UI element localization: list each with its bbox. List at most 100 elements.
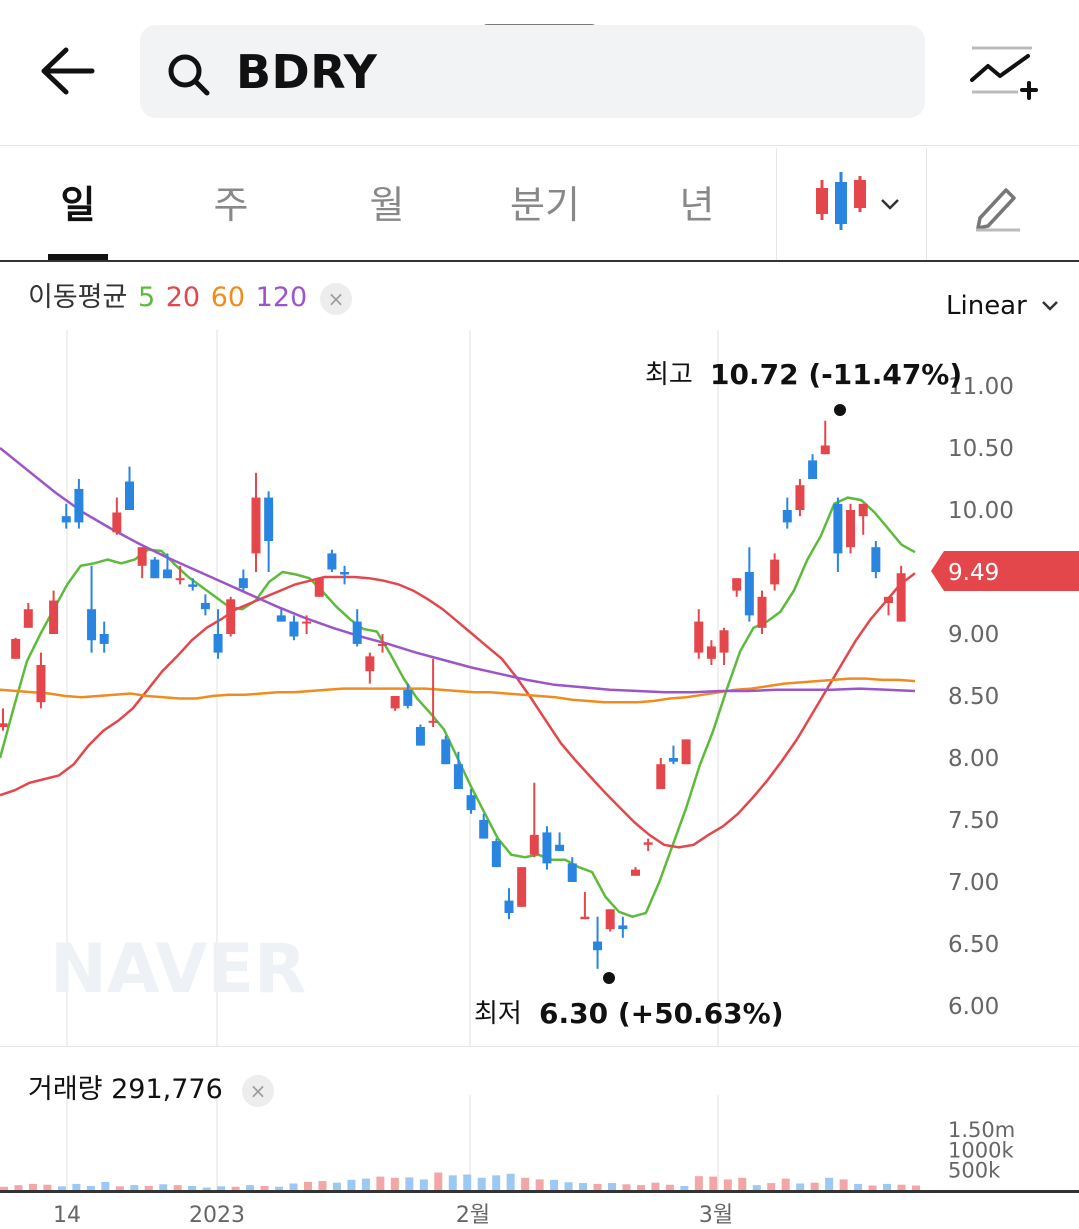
- candle-body: [23, 609, 33, 628]
- ma-period-20: 20: [165, 282, 201, 313]
- candle-body: [289, 621, 299, 637]
- high-label: 최고: [645, 360, 693, 390]
- candle-body: [264, 497, 274, 541]
- candle-body: [820, 445, 830, 455]
- volume-bar: [376, 1176, 385, 1190]
- candle-body: [378, 643, 387, 646]
- tab-quarter[interactable]: 분기: [510, 183, 580, 227]
- tab-week[interactable]: 주: [213, 183, 249, 227]
- volume-bar: [709, 1176, 718, 1190]
- candle-body: [605, 909, 615, 930]
- volume-legend: 거래량 291,776: [28, 1072, 223, 1108]
- candle-body: [833, 503, 843, 554]
- candle-body: [782, 510, 792, 523]
- volume-bar: [767, 1183, 776, 1190]
- tab-month[interactable]: 월: [369, 183, 405, 227]
- price-axis-tick: 11.00: [948, 374, 1014, 400]
- candle-body: [808, 460, 818, 479]
- search-box[interactable]: [140, 25, 925, 118]
- candle-body: [49, 600, 59, 634]
- candle-body: [415, 727, 425, 746]
- volume-bar: [694, 1176, 703, 1190]
- price-axis-tick: 9.00: [948, 622, 999, 648]
- naver-watermark: NAVER: [50, 930, 306, 1009]
- candle-body: [732, 578, 742, 591]
- ma-line-60: [0, 677, 916, 704]
- volume-bar: [550, 1179, 559, 1190]
- search-input[interactable]: BDRY: [236, 45, 378, 99]
- tab-day[interactable]: 일: [60, 183, 96, 227]
- volume-bar: [159, 1184, 168, 1190]
- active-tab-indicator: [48, 254, 108, 260]
- volume-bar: [217, 1186, 226, 1190]
- volume-bar: [318, 1181, 327, 1190]
- candle-body: [441, 739, 451, 765]
- candle-body: [453, 764, 463, 789]
- chart-type-button[interactable]: [806, 168, 906, 238]
- candle-body: [137, 547, 147, 566]
- current-price-value: 9.49: [948, 560, 999, 586]
- draw-button[interactable]: [970, 178, 1026, 234]
- ma-line-120: [0, 447, 916, 694]
- candle-body: [694, 621, 704, 653]
- volume-bar: [622, 1184, 631, 1190]
- volume-bar: [477, 1177, 486, 1190]
- volume-close-button[interactable]: ×: [242, 1075, 274, 1107]
- moving-average-legend: 이동평균 5 20 60 120: [28, 280, 309, 316]
- candle-body: [706, 646, 716, 659]
- candle-body: [112, 512, 122, 533]
- candle-body: [871, 547, 881, 572]
- candle-body: [681, 739, 691, 765]
- price-axis-tick: 8.50: [948, 684, 999, 710]
- volume-bar: [810, 1182, 819, 1190]
- volume-bar: [506, 1173, 515, 1190]
- volume-bar: [651, 1182, 660, 1190]
- chevron-down-icon[interactable]: [1040, 296, 1060, 316]
- price-axis-tick: 6.00: [948, 994, 999, 1020]
- back-button[interactable]: [30, 38, 110, 108]
- candle-body: [466, 795, 476, 811]
- volume-bar: [101, 1181, 110, 1190]
- ma-period-60: 60: [210, 282, 246, 313]
- volume-bar: [57, 1186, 66, 1190]
- current-price-tag: 9.49: [931, 551, 1079, 591]
- volume-bar: [14, 1185, 23, 1190]
- scale-select[interactable]: Linear: [946, 291, 1027, 321]
- volume-bar: [260, 1185, 269, 1190]
- volume-bar: [28, 1183, 37, 1190]
- tab-bar-bottom-line: [0, 260, 1079, 262]
- volume-bar: [275, 1186, 284, 1190]
- compare-chart-button[interactable]: [968, 44, 1038, 106]
- ma-line-20: [0, 572, 916, 849]
- price-chart[interactable]: NAVER 11.0010.5010.009.509.008.508.007.5…: [0, 263, 1079, 1063]
- toolbar-divider: [926, 148, 927, 260]
- volume-bar: [535, 1179, 544, 1190]
- volume-bar: [897, 1184, 906, 1190]
- tab-year[interactable]: 년: [679, 183, 715, 227]
- candle-body: [200, 603, 210, 610]
- time-axis-tick: 3월: [699, 1203, 733, 1228]
- candle-body: [251, 497, 261, 554]
- volume-bar: [636, 1185, 645, 1190]
- low-label: 최저: [474, 999, 522, 1029]
- candle-body: [238, 578, 248, 589]
- candle-body: [99, 634, 109, 644]
- ma-legend-label: 이동평균: [28, 282, 128, 313]
- candle-body: [162, 569, 172, 579]
- candle-body: [74, 488, 84, 523]
- volume-bar: [723, 1179, 732, 1190]
- candle-body: [656, 764, 666, 789]
- candle-body: [479, 820, 489, 839]
- volume-bar: [665, 1184, 674, 1190]
- candle-body: [226, 599, 236, 634]
- volume-bar: [839, 1179, 848, 1190]
- candle-body: [555, 844, 565, 851]
- candle-body: [61, 516, 71, 523]
- candle-body: [352, 621, 362, 644]
- volume-bar: [608, 1183, 616, 1190]
- volume-bar: [781, 1178, 790, 1190]
- candle-body: [593, 941, 603, 951]
- ma-close-button[interactable]: ×: [320, 283, 352, 315]
- candle-body: [36, 665, 46, 703]
